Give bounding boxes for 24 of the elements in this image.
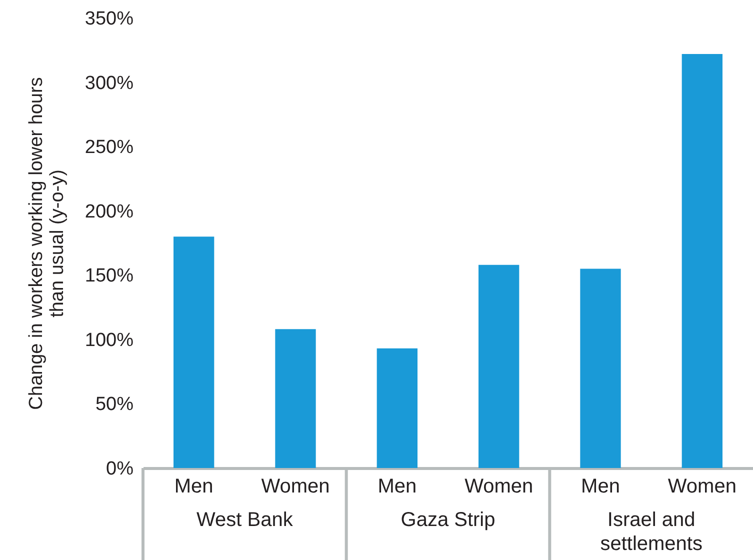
x-tick-label: Women bbox=[261, 476, 330, 498]
y-axis-title: Change in workers working lower hours than usual (y-o-y) bbox=[26, 77, 68, 410]
y-tick-label: 150% bbox=[84, 266, 134, 287]
x-tick-label: Women bbox=[464, 476, 534, 498]
bar bbox=[174, 236, 214, 468]
text: Gaza Strip bbox=[400, 509, 496, 531]
x-tick-label: Men bbox=[174, 476, 214, 498]
bar bbox=[478, 264, 520, 468]
text: West Bank bbox=[196, 509, 294, 531]
y-tick-label: 350% bbox=[84, 8, 134, 30]
bar bbox=[682, 54, 722, 468]
y-tick-label: 50% bbox=[95, 394, 134, 416]
x-tick-label: Men bbox=[378, 476, 417, 498]
x-tick-label: Men bbox=[581, 476, 620, 498]
y-tick-label: 100% bbox=[84, 330, 134, 351]
text: Israel and settlements bbox=[600, 509, 702, 555]
bar bbox=[376, 348, 418, 468]
y-tick-label: 0% bbox=[106, 458, 134, 480]
y-tick-label: 200% bbox=[84, 201, 134, 222]
bar bbox=[580, 268, 621, 468]
y-tick-label: 300% bbox=[84, 72, 134, 94]
x-tick-label: Women bbox=[668, 476, 736, 498]
bar bbox=[275, 329, 316, 468]
y-tick-label: 250% bbox=[84, 137, 134, 158]
